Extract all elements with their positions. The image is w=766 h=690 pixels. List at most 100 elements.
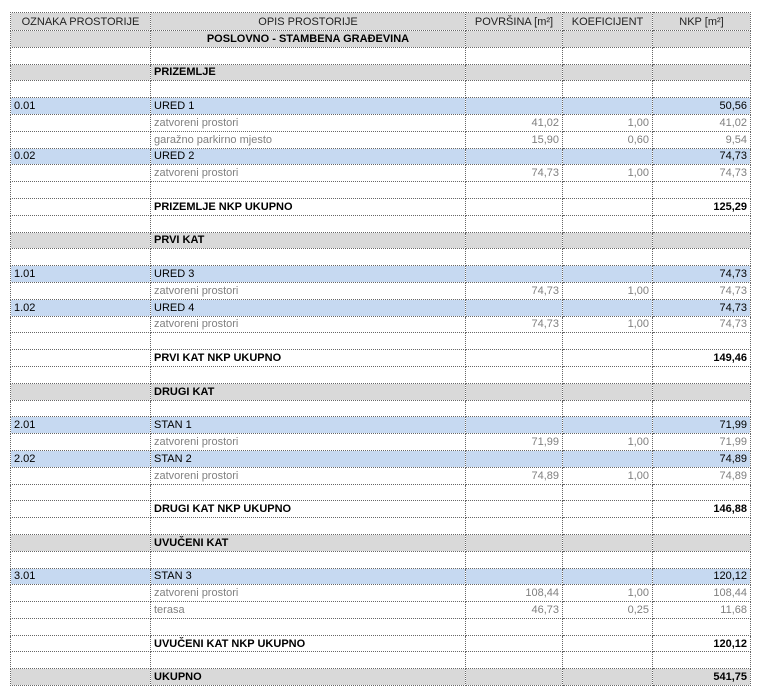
table-cell [465,449,563,468]
table-cell: 108,44 [465,584,563,603]
table-cell [562,80,653,99]
table-cell: 0.02 [10,147,151,166]
table-cell [465,332,563,351]
table-cell [465,214,563,233]
table-cell [465,651,563,670]
table-cell [562,617,653,636]
table-cell: DRUGI KAT NKP UKUPNO [150,500,466,519]
table-cell: URED 2 [150,147,466,166]
table-row [10,483,751,502]
header-cell: NKP [m²] [652,12,751,31]
table-cell [652,617,751,636]
table-cell [652,248,751,267]
table-cell: 120,12 [652,567,751,586]
table-row [10,332,751,351]
table-cell [465,617,563,636]
table-cell [10,46,151,65]
table-cell: zatvoreni prostori [150,113,466,132]
table-cell [652,365,751,384]
table-cell [465,483,563,502]
table-cell [562,97,653,115]
table-row: UKUPNO 541,75 [10,668,751,687]
table-cell: 1,00 [562,584,653,603]
table-cell [652,214,751,233]
table-cell [465,181,563,199]
table-cell [150,181,466,199]
nkp-table: OZNAKA PROSTORIJE OPIS PROSTORIJE POVRŠINA… [10,12,751,687]
table-cell [10,466,151,485]
table-cell [465,517,563,535]
table-cell [150,517,466,535]
table-row: 1.02 URED 4 74,73 [10,298,751,317]
table-cell [10,63,151,82]
header-cell: OPIS PROSTORIJE [150,12,466,31]
table-row: PRVI KAT NKP UKUPNO 149,46 [10,349,751,367]
table-cell [465,500,563,519]
table-row [10,214,751,233]
table-cell: garažno parkirno mjesto [150,130,466,149]
table-cell [150,550,466,569]
table-cell [10,113,151,132]
table-cell [562,332,653,351]
table-row: PRVI KAT [10,231,751,250]
table-cell: 125,29 [652,197,751,216]
table-row: zatvoreni prostori 108,44 1,00 108,44 [10,584,751,603]
table-row: POSLOVNO - STAMBENA GRAĐEVINA [10,30,751,48]
table-cell: zatvoreni prostori [150,584,466,603]
table-cell: UKUPNO [150,668,466,687]
table-row: PRIZEMLJE NKP UKUPNO 125,29 [10,197,751,216]
table-cell [562,449,653,468]
table-cell: 74,73 [465,315,563,334]
table-cell: 1.01 [10,265,151,283]
table-cell [562,517,653,535]
table-cell [652,483,751,502]
table-cell: DRUGI KAT [150,382,466,401]
table-cell: 74,73 [652,315,751,334]
table-header: OZNAKA PROSTORIJE OPIS PROSTORIJE POVRŠINA… [10,12,751,31]
table-cell [465,349,563,367]
table-cell: 120,12 [652,634,751,653]
table-cell: 41,02 [465,113,563,132]
table-row: UVUČENI KAT [10,533,751,552]
table-cell [150,80,466,99]
table-cell: zatvoreni prostori [150,315,466,334]
table-cell: 108,44 [652,584,751,603]
table-cell: 41,02 [652,113,751,132]
table-cell [10,30,151,48]
table-cell: 3.01 [10,567,151,586]
table-cell: 74,73 [652,281,751,300]
table-row [10,181,751,199]
table-cell: 74,73 [652,298,751,317]
table-row: garažno parkirno mjesto 15,90 0,60 9,54 [10,130,751,149]
table-cell [465,63,563,82]
table-cell: 74,89 [465,466,563,485]
table-cell [652,80,751,99]
table-row [10,517,751,535]
table-cell [10,533,151,552]
table-cell [562,416,653,435]
table-cell [150,399,466,418]
table-cell: PRIZEMLJE [150,63,466,82]
table-cell [562,634,653,653]
table-cell: 1,00 [562,466,653,485]
table-cell [465,97,563,115]
table-cell: 74,89 [652,449,751,468]
table-row: 0.01 URED 1 50,56 [10,97,751,115]
table-cell [562,181,653,199]
table-row [10,46,751,65]
table-cell: 1,00 [562,315,653,334]
table-cell [10,248,151,267]
table-cell [562,382,653,401]
table-cell [652,46,751,65]
header-row: OZNAKA PROSTORIJE OPIS PROSTORIJE POVRŠINA… [10,12,751,31]
table-cell: PRVI KAT [150,231,466,250]
header-cell: POVRŠINA [m²] [465,12,563,31]
table-cell [465,668,563,687]
table-cell [652,399,751,418]
table-cell: 1,00 [562,281,653,300]
table-cell [562,197,653,216]
table-cell [562,668,653,687]
table-cell [465,231,563,250]
table-cell [465,634,563,653]
table-row [10,550,751,569]
